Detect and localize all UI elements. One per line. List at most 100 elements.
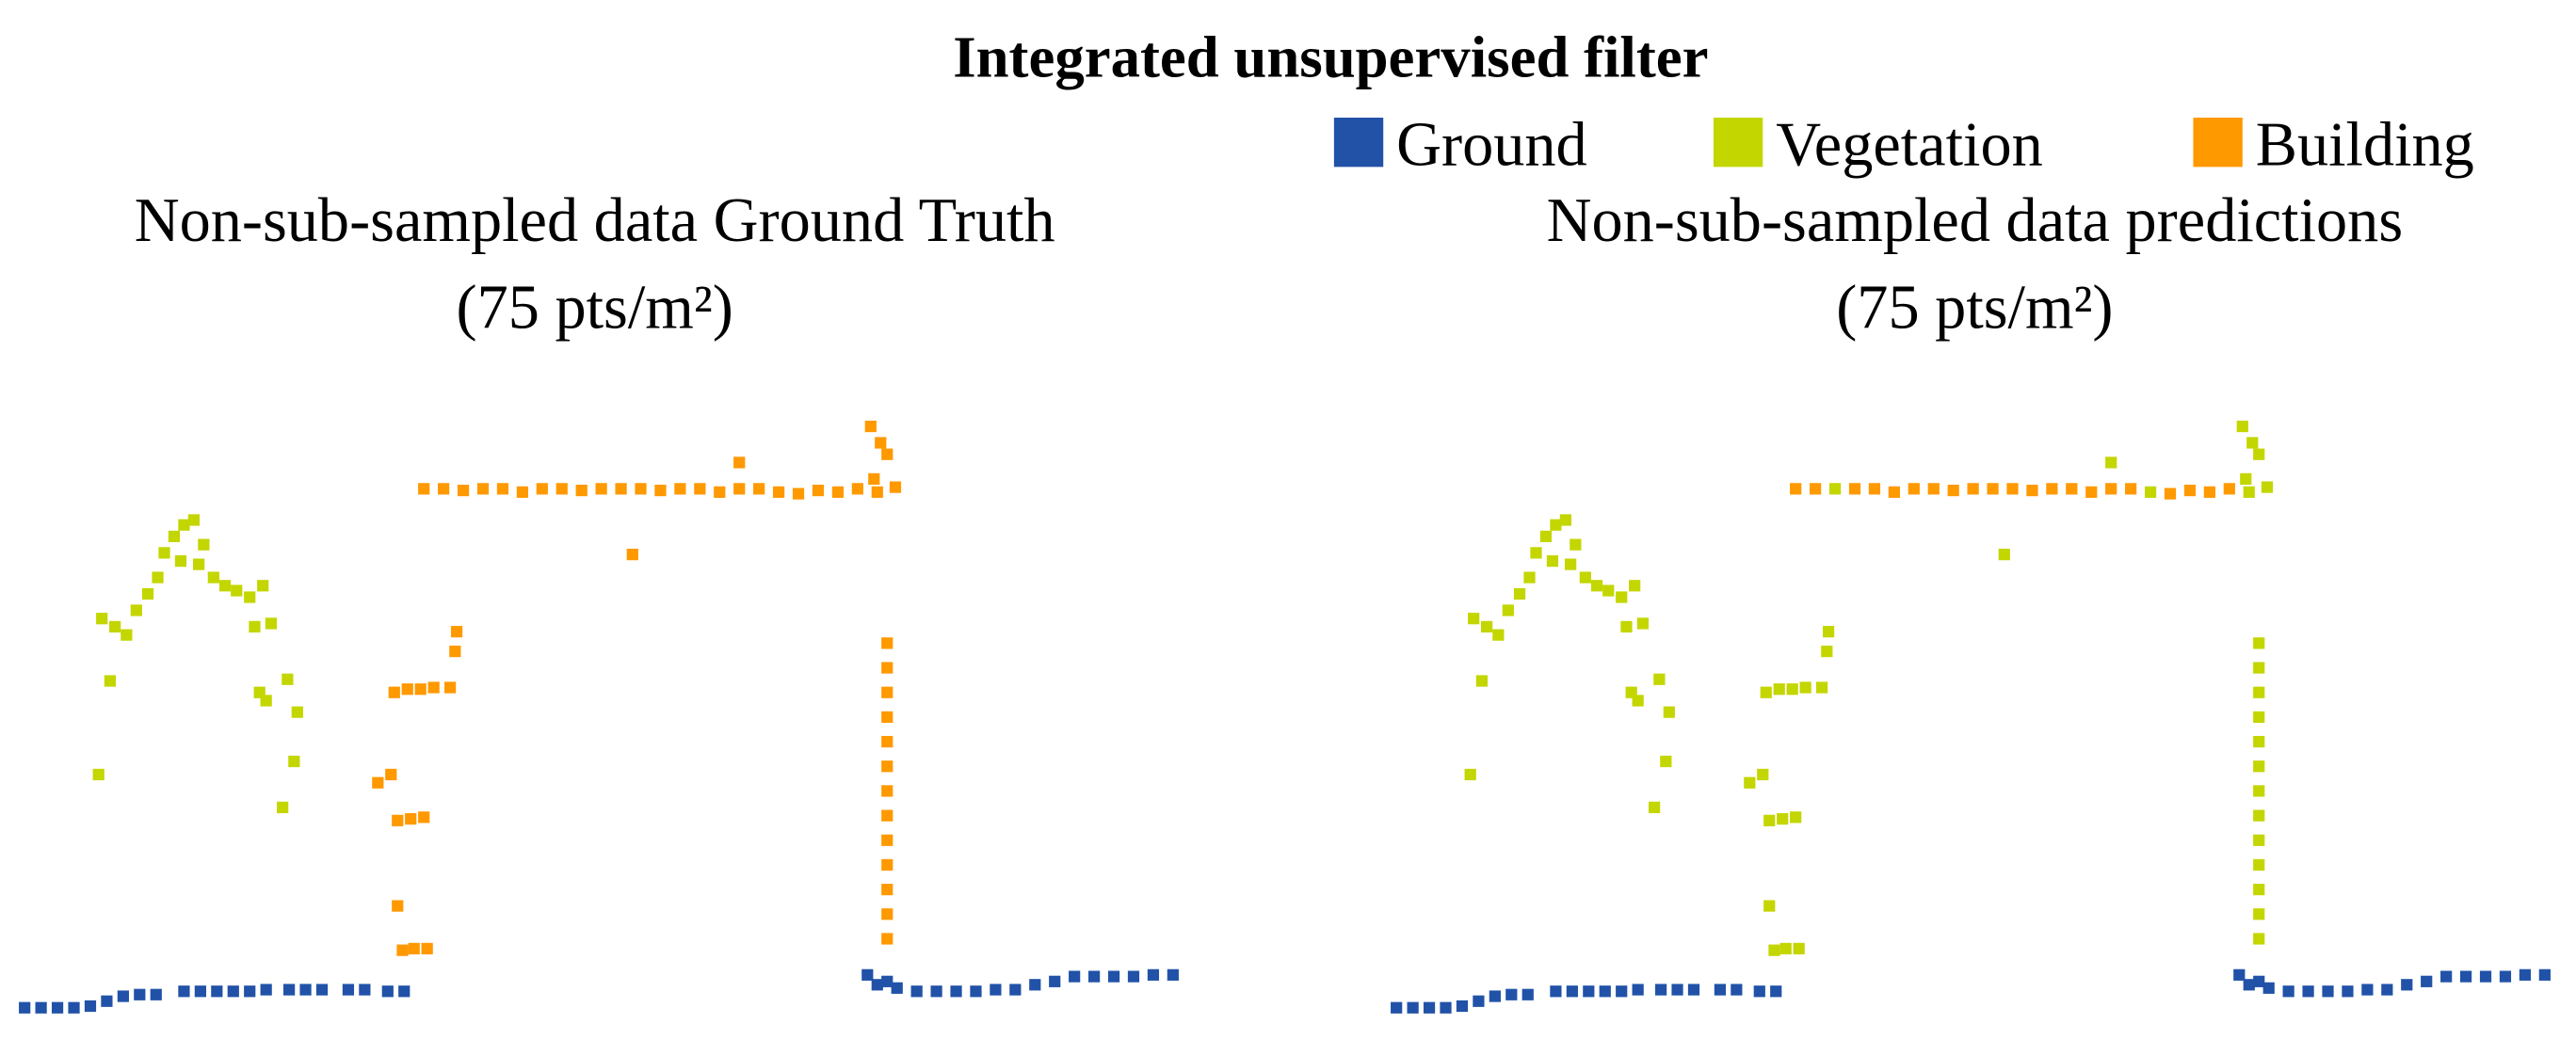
point — [134, 988, 146, 1000]
point — [2236, 420, 2248, 433]
point — [227, 985, 239, 998]
point — [1559, 514, 1571, 526]
point — [291, 706, 303, 718]
point — [1546, 555, 1559, 568]
point — [174, 555, 187, 568]
point — [1087, 970, 1101, 983]
point — [244, 985, 256, 998]
point — [2302, 985, 2314, 998]
point — [1947, 484, 1959, 497]
point — [881, 662, 894, 674]
point — [2253, 760, 2265, 773]
point — [1570, 538, 1582, 551]
point — [1423, 1001, 1436, 1014]
point — [2440, 970, 2453, 983]
point — [2253, 908, 2265, 920]
point — [2253, 735, 2265, 748]
point — [418, 811, 430, 824]
point — [1468, 613, 1480, 625]
point — [2261, 481, 2274, 493]
point — [2253, 662, 2265, 674]
point — [1391, 1001, 1403, 1014]
point — [2223, 483, 2235, 495]
point — [1566, 985, 1578, 998]
point — [381, 985, 394, 998]
point — [282, 673, 294, 685]
point — [372, 776, 384, 789]
point — [121, 629, 133, 641]
point — [1786, 683, 1798, 696]
point — [1908, 483, 1920, 495]
point — [1620, 620, 1633, 633]
point — [1654, 984, 1667, 996]
point — [1770, 985, 1782, 998]
point — [1475, 675, 1489, 687]
point — [1777, 812, 1789, 825]
point — [1167, 968, 1179, 981]
point — [1687, 984, 1700, 996]
point — [207, 571, 219, 584]
point — [889, 481, 902, 493]
point — [1539, 530, 1553, 543]
point — [861, 968, 874, 981]
point — [427, 681, 440, 694]
point — [342, 984, 355, 996]
point — [1599, 985, 1611, 998]
point — [1815, 681, 1828, 694]
point — [2342, 985, 2354, 998]
point — [1763, 900, 1776, 912]
point — [714, 486, 726, 498]
point — [1632, 695, 1644, 707]
point — [2183, 484, 2197, 497]
legend-swatch — [1713, 118, 1763, 168]
point — [218, 580, 232, 592]
point — [476, 483, 490, 495]
point — [575, 484, 588, 497]
point — [315, 984, 329, 996]
legend-label: Ground — [1396, 111, 1587, 180]
point — [1521, 988, 1534, 1000]
point — [1069, 970, 1081, 983]
point — [408, 942, 420, 955]
point — [1489, 990, 1501, 1002]
point — [1753, 985, 1765, 998]
point — [990, 984, 1002, 996]
point — [1987, 483, 1999, 495]
point — [282, 984, 296, 996]
legend-label: Vegetation — [1776, 111, 2043, 180]
point — [831, 486, 845, 498]
point — [871, 486, 883, 498]
point — [1828, 483, 1842, 495]
point — [359, 984, 371, 996]
point — [1653, 673, 1666, 685]
point — [1473, 995, 1485, 1007]
point — [881, 760, 894, 773]
point — [2499, 970, 2512, 983]
point — [450, 626, 463, 638]
point — [1757, 768, 1769, 781]
point — [881, 883, 894, 896]
point — [1671, 984, 1683, 996]
point — [2253, 809, 2265, 822]
point — [1107, 970, 1120, 983]
point — [388, 686, 400, 698]
point — [244, 591, 256, 603]
point — [1768, 944, 1780, 956]
point — [117, 990, 129, 1002]
point — [51, 1001, 64, 1014]
point — [2243, 486, 2255, 498]
point — [1660, 755, 1672, 768]
point — [2421, 975, 2433, 987]
point — [2322, 985, 2334, 998]
point — [1967, 483, 1979, 495]
point — [1127, 970, 1140, 983]
point — [1822, 626, 1835, 638]
point — [2066, 483, 2078, 495]
point — [881, 858, 894, 872]
point — [881, 686, 894, 698]
point — [2026, 484, 2038, 497]
point — [449, 645, 461, 658]
point — [2253, 858, 2265, 872]
point — [2253, 834, 2265, 846]
point — [2253, 686, 2265, 698]
